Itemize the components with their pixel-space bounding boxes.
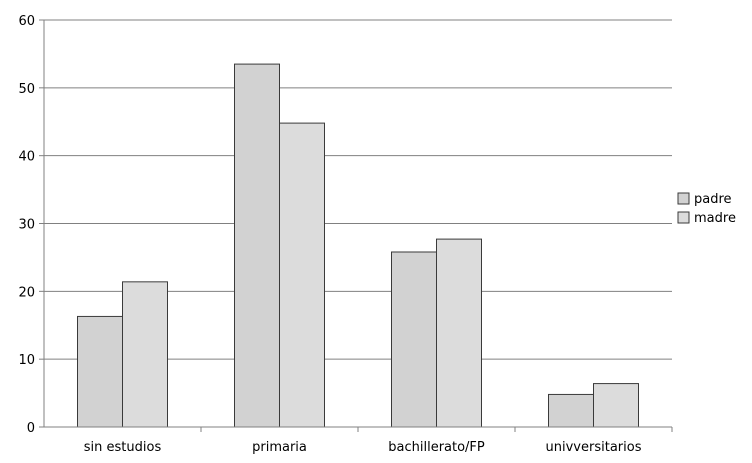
y-tick-label: 30	[18, 218, 35, 233]
bar-padre-0	[77, 315, 123, 428]
legend-swatch-madre	[677, 211, 690, 224]
bar-padre-3	[548, 393, 594, 428]
legend-label-madre: madre	[694, 211, 736, 226]
y-tick-label: 0	[27, 421, 35, 436]
axes	[43, 20, 672, 428]
legend-label-padre: padre	[694, 192, 732, 207]
y-tick-label: 40	[18, 150, 35, 165]
bar-madre-0	[122, 281, 168, 428]
bar-madre-2	[436, 238, 482, 428]
x-tick-label: univversitarios	[546, 440, 642, 455]
y-tick-label: 20	[18, 285, 35, 300]
bar-madre-3	[593, 383, 639, 428]
y-tick-labels: 0 10 20 30 40 50 60	[18, 14, 35, 436]
bar-padre-1	[234, 63, 280, 428]
bars	[77, 63, 639, 428]
legend-swatch-padre	[677, 192, 690, 205]
legend: padre madre	[677, 192, 736, 226]
y-tick-label: 50	[18, 82, 35, 97]
y-tick-label: 60	[18, 14, 35, 29]
x-tick-label: sin estudios	[84, 440, 162, 455]
x-tick-labels: sin estudios primaria bachillerato/FP univv…	[84, 440, 642, 455]
bar-madre-1	[279, 122, 325, 428]
x-tick-label: bachillerato/FP	[388, 440, 485, 455]
x-tick-label: primaria	[252, 440, 307, 455]
bar-padre-2	[391, 251, 437, 428]
y-tick-label: 10	[18, 353, 35, 368]
